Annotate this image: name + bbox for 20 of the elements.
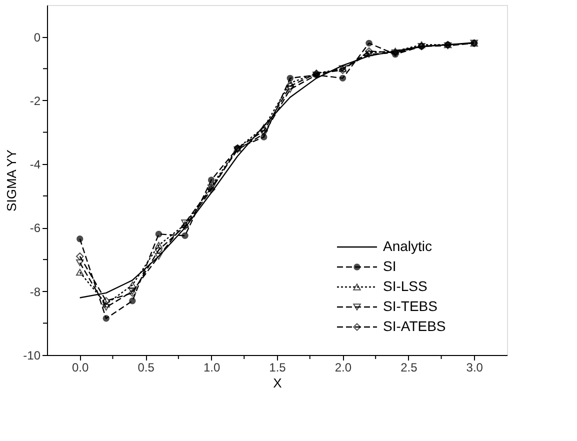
x-tick-label: 3.0	[466, 360, 484, 374]
x-tick-label: 2.0	[334, 360, 352, 374]
legend-label: SI-TEBS	[383, 298, 438, 314]
x-tick-label: 2.5	[400, 360, 418, 374]
y-tick-label: -8	[30, 284, 41, 299]
x-tick-label: 0.0	[72, 360, 90, 374]
y-tick-label: -2	[30, 94, 41, 108]
legend-label: Analytic	[383, 238, 432, 254]
y-tick-label: -6	[30, 221, 41, 236]
legend-label: SI	[383, 258, 396, 274]
legend-label: SI-ATEBS	[383, 318, 446, 334]
y-tick-label: 0	[34, 30, 41, 44]
x-axis-title: X	[273, 376, 282, 390]
y-tick-label: -10	[23, 348, 41, 362]
y-tick-label: -4	[30, 158, 41, 172]
x-tick-label: 0.5	[138, 360, 155, 374]
legend-label: SI-LSS	[383, 278, 428, 294]
x-tick-label: 1.5	[269, 360, 286, 374]
y-axis-title: SIGMA YY	[4, 149, 20, 212]
x-tick-label: 1.0	[203, 360, 220, 374]
